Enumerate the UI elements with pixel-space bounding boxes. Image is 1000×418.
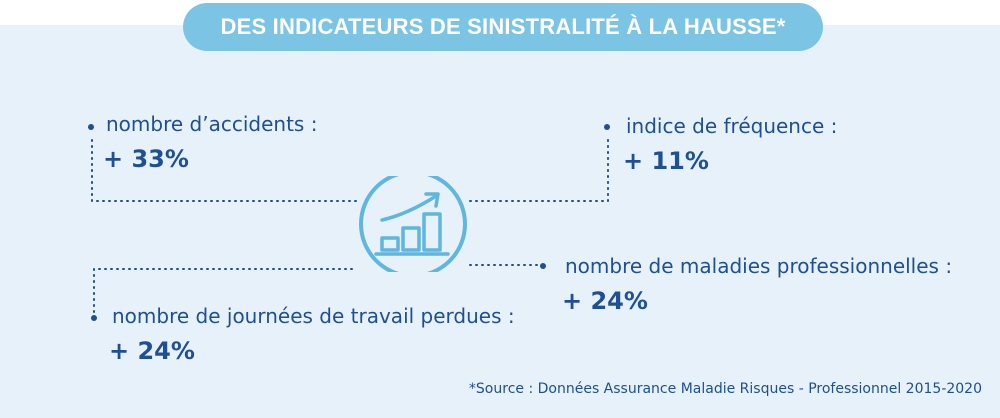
indicator-label: nombre d’accidents : <box>106 112 318 136</box>
bullet-maladies <box>540 263 546 269</box>
indicator-value: + 11% <box>623 147 709 175</box>
indicator-journees: nombre de journées de travail perdues : … <box>109 303 515 367</box>
indicator-value: + 24% <box>109 337 195 365</box>
indicator-label: nombre de maladies professionnelles : <box>565 254 953 278</box>
bullet-journees <box>91 315 97 321</box>
growth-chart-icon <box>356 170 470 278</box>
indicator-label: nombre de journées de travail perdues : <box>112 304 515 328</box>
indicator-label: indice de fréquence : <box>626 114 838 138</box>
indicator-maladies: nombre de maladies professionnelles : + … <box>562 253 953 317</box>
bullet-accidents <box>88 124 94 130</box>
indicator-frequence: indice de fréquence : + 11% <box>623 113 838 177</box>
page-title: DES INDICATEURS DE SINISTRALITÉ À LA HAU… <box>183 3 823 51</box>
source-footnote: *Source : Données Assurance Maladie Risq… <box>468 381 982 397</box>
indicator-value: + 24% <box>562 287 648 315</box>
indicator-accidents: nombre d’accidents : + 33% <box>103 111 318 175</box>
infographic-panel <box>0 25 1000 418</box>
bullet-frequence <box>604 124 610 130</box>
indicator-value: + 33% <box>103 145 189 173</box>
